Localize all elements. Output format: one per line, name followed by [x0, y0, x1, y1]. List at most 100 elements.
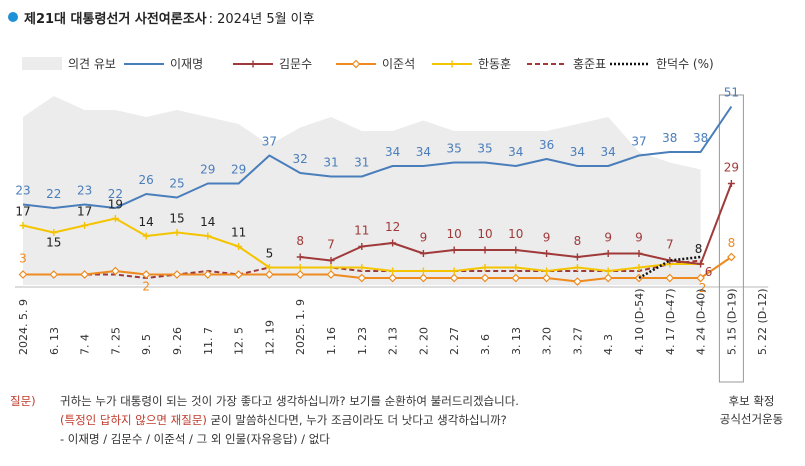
data-label-김문수-15: 10 — [477, 227, 492, 241]
data-label-이재명-15: 35 — [477, 142, 492, 156]
x-tick-label-1: 6. 13 — [48, 327, 61, 355]
point-lee-junseok-1 — [49, 270, 59, 279]
point-lee-junseok-4 — [141, 270, 151, 279]
data-label-김문수-22: 8 — [695, 242, 703, 256]
x-tick-label-11: 1. 23 — [356, 327, 369, 355]
data-label-한동훈-6: 14 — [200, 215, 215, 229]
x-tick-label-4: 9. 5 — [140, 334, 153, 355]
data-label-이재명-17: 36 — [539, 138, 554, 152]
point-han-donghoon-4 — [142, 232, 150, 240]
point-han-donghoon-8 — [265, 264, 273, 271]
question-line-3: - 이재명 / 김문수 / 이준석 / 그 외 인물(자유응답) / 없다 — [60, 432, 330, 446]
point-han-donghoon-17 — [543, 267, 551, 275]
question-reask-note: (특정인 답하지 않으면 재질문) — [60, 413, 207, 427]
point-han-donghoon-6 — [204, 232, 212, 240]
data-label-한동훈-22: 6 — [705, 265, 713, 279]
x-tick-label-19: 4. 3 — [602, 334, 615, 355]
x-tick-label-9: 2025. 1. 9 — [294, 299, 307, 355]
point-lee-junseok-15 — [480, 273, 490, 283]
point-lee-junseok-11 — [357, 273, 367, 283]
data-label-한동훈-0: 17 — [15, 205, 30, 219]
data-label-한동훈-8: 5 — [266, 247, 274, 261]
data-label-이준석-0: 3 — [19, 252, 27, 266]
data-label-이준석-22: 2 — [699, 281, 707, 295]
data-label-이재명-18: 34 — [570, 145, 585, 159]
point-lee-junseok-2 — [80, 270, 89, 279]
point-lee-junseok-0 — [18, 270, 28, 279]
point-lee-junseok-22 — [696, 273, 705, 283]
title-dot-icon — [8, 12, 18, 22]
x-tick-label-2: 7. 4 — [79, 334, 92, 355]
point-kim-moonsoo-12 — [389, 239, 397, 247]
point-kim-moonsoo-14 — [450, 246, 458, 254]
point-han-donghoon-2 — [81, 222, 89, 229]
chart-title: 제21대 대통령선거 사전여론조사 — [24, 11, 207, 27]
data-label-이재명-12: 34 — [385, 145, 400, 159]
data-label-이재명-4: 26 — [139, 173, 154, 187]
legend-marker-han-donghoon — [448, 60, 456, 68]
point-kim-moonsoo-22 — [697, 260, 705, 268]
legend-label-lee-jaemyung: 이재명 — [170, 57, 203, 71]
data-label-김문수-20: 9 — [635, 231, 643, 245]
x-tick-label-13: 2. 20 — [417, 327, 430, 355]
data-label-이재명-3: 22 — [108, 187, 123, 201]
data-label-이준석-4: 2 — [142, 280, 150, 294]
point-lee-junseok-5 — [172, 270, 182, 279]
point-han-donghoon-16 — [512, 264, 520, 271]
legend-marker-kim-moonsoo — [249, 60, 257, 68]
data-label-이재명-5: 25 — [169, 177, 184, 191]
data-label-한동훈-3: 19 — [108, 198, 123, 212]
data-label-김문수-14: 10 — [447, 227, 462, 241]
data-label-한동훈-1: 15 — [46, 236, 61, 250]
data-label-김문수-18: 8 — [574, 234, 582, 248]
data-label-이재명-16: 34 — [508, 145, 523, 159]
point-lee-junseok-3 — [111, 266, 120, 276]
data-label-이재명-7: 29 — [231, 163, 246, 177]
point-han-donghoon-3 — [111, 215, 119, 222]
x-tick-label-14: 2. 27 — [448, 327, 461, 355]
legend-label-han-ducksoo: 한덕수 (%) — [656, 57, 714, 71]
data-label-김문수-23: 29 — [724, 161, 739, 175]
chart-subtitle: : 2024년 5월 이후 — [208, 11, 315, 27]
annotation-bracket — [718, 94, 744, 383]
question-label: 질문) — [10, 394, 36, 408]
data-label-이재명-8: 37 — [262, 135, 277, 149]
point-lee-junseok-16 — [511, 273, 521, 283]
data-label-이재명-19: 34 — [601, 145, 616, 159]
point-han-donghoon-12 — [389, 267, 397, 275]
data-label-이재명-10: 31 — [323, 156, 338, 170]
x-tick-label-0: 2024. 5. 9 — [17, 299, 30, 355]
annotation-candidate-confirmed: 후보 확정 — [728, 394, 775, 408]
point-han-donghoon-5 — [173, 229, 181, 236]
point-lee-junseok-21 — [665, 273, 675, 283]
data-label-김문수-19: 9 — [604, 231, 612, 245]
point-lee-junseok-23 — [727, 252, 736, 262]
x-tick-label-21: 4. 17 (D-47) — [664, 288, 677, 355]
point-han-donghoon-14 — [450, 267, 458, 275]
data-label-김문수-9: 8 — [296, 234, 304, 248]
point-han-donghoon-20 — [635, 264, 643, 271]
chart-header: 제21대 대통령선거 사전여론조사 : 2024년 5월 이후 — [8, 6, 315, 28]
point-lee-junseok-17 — [542, 273, 551, 283]
legend-label-han-donghoon: 한동훈 — [478, 57, 511, 71]
point-han-donghoon-18 — [573, 264, 581, 271]
point-kim-moonsoo-11 — [358, 243, 366, 250]
data-label-한동훈-4: 14 — [139, 215, 154, 229]
x-tick-label-6: 11. 7 — [202, 327, 215, 355]
point-han-donghoon-11 — [358, 264, 366, 271]
data-label-이재명-22: 38 — [693, 131, 708, 145]
legend-label-reserve: 의견 유보 — [68, 57, 116, 71]
question-line-1: 귀하는 누가 대통령이 되는 것이 가장 좋다고 생각하십니까? 보기를 순환하… — [60, 394, 519, 408]
x-tick-label-16: 3. 13 — [510, 327, 523, 355]
point-lee-junseok-19 — [603, 273, 613, 283]
point-kim-moonsoo-15 — [481, 246, 489, 254]
point-han-donghoon-10 — [327, 264, 335, 271]
annotation-official-campaign: 공식선거운동 — [719, 412, 784, 426]
data-label-이재명-11: 31 — [354, 156, 369, 170]
point-lee-junseok-6 — [203, 270, 213, 279]
point-kim-moonsoo-18 — [573, 253, 581, 261]
point-lee-junseok-12 — [388, 273, 397, 283]
data-label-이재명-1: 22 — [46, 187, 61, 201]
point-kim-moonsoo-9 — [296, 253, 304, 261]
legend-label-lee-junseok: 이준석 — [382, 57, 415, 71]
